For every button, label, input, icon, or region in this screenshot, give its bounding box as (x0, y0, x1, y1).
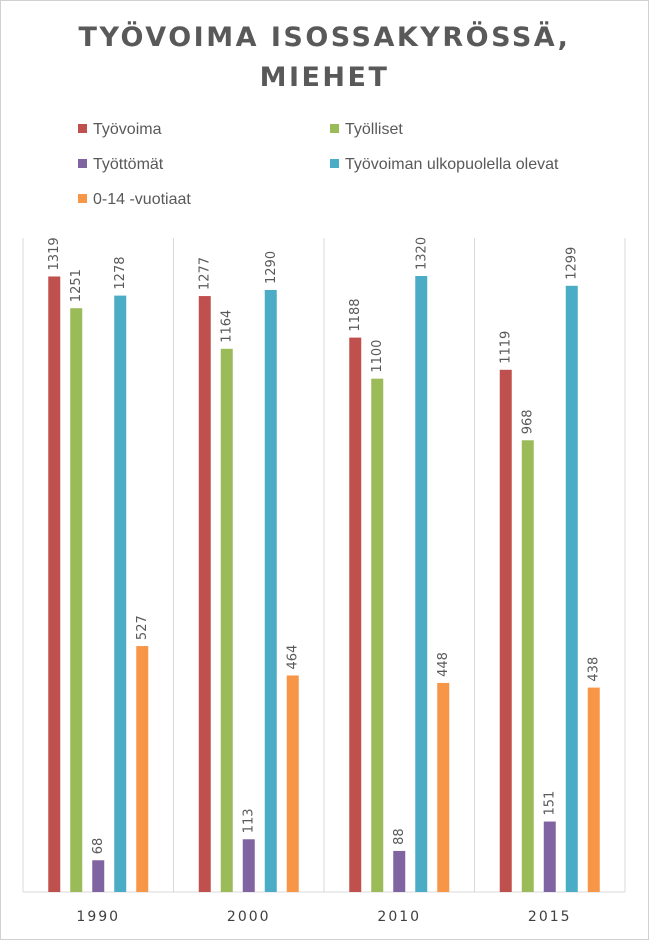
legend-item-tyovoima: Työvoima (78, 120, 161, 140)
bar-data-label: 1100 (370, 340, 385, 373)
legend-item-ulkopuolella: Työvoiman ulkopuolella olevat (330, 155, 558, 175)
bar (264, 290, 277, 892)
legend-label-tyottomat: Työttömät (93, 156, 164, 173)
bar-data-label: 527 (135, 615, 150, 640)
bar-data-label: 1299 (565, 247, 580, 280)
legend-swatch-0-14 (78, 194, 87, 203)
bar (565, 285, 578, 892)
bar (415, 276, 428, 892)
bar-data-label: 1251 (69, 269, 84, 302)
bar (198, 296, 211, 893)
bar (543, 821, 556, 892)
chart-title-line-1: TYÖVOIMA ISOSSAKYRÖSSÄ, (78, 22, 571, 53)
x-tick-label: 2015 (528, 909, 572, 925)
bar-data-label: 438 (587, 657, 602, 682)
bar (242, 839, 255, 892)
legend-item-tyottomat: Työttömät (78, 155, 163, 175)
bar-data-label: 113 (242, 808, 257, 833)
bar (521, 440, 534, 892)
bar-data-label: 1164 (220, 310, 235, 343)
bar-data-label: 1319 (47, 237, 62, 270)
bar-data-label: 88 (392, 828, 407, 845)
bar-data-label: 151 (543, 791, 558, 816)
legend-swatch-tyottomat (78, 159, 87, 168)
bar (92, 860, 105, 892)
bar (437, 682, 450, 892)
bar-data-label: 1188 (348, 299, 363, 332)
chart-title-line-2: MIEHET (259, 62, 390, 93)
bar (371, 378, 384, 893)
bar (220, 348, 233, 892)
bar (114, 295, 127, 893)
legend-label-tyolliset: Työlliset (345, 121, 403, 138)
bar-data-label: 1119 (499, 331, 514, 364)
legend-swatch-tyovoima (78, 124, 87, 133)
bar (349, 337, 362, 893)
bar-data-label: 68 (91, 838, 106, 855)
bar-data-label: 448 (436, 652, 451, 677)
bar (286, 675, 299, 892)
legend-item-tyolliset: Työlliset (330, 120, 403, 140)
bar-data-label: 1290 (264, 251, 279, 284)
chart-title: TYÖVOIMA ISOSSAKYRÖSSÄ, MIEHET (0, 18, 649, 98)
legend-label-ulkopuolella: Työvoiman ulkopuolella olevat (345, 156, 559, 173)
bar (393, 850, 406, 892)
bar (48, 276, 61, 892)
bar-data-label: 464 (286, 645, 301, 670)
legend-swatch-tyolliset (330, 124, 339, 133)
x-tick-label: 2010 (377, 909, 421, 925)
legend-item-0-14: 0-14 -vuotiaat (78, 190, 191, 210)
x-tick-label: 2000 (227, 909, 271, 925)
bar (587, 687, 600, 892)
bar (70, 308, 83, 892)
bar-data-label: 1320 (414, 237, 429, 270)
legend-label-0-14: 0-14 -vuotiaat (93, 191, 191, 208)
bar (136, 646, 149, 892)
legend-swatch-ulkopuolella (330, 159, 339, 168)
bar-data-label: 1277 (198, 257, 213, 290)
bar-data-label: 968 (521, 409, 536, 434)
legend-label-tyovoima: Työvoima (93, 121, 162, 138)
bar-data-label: 1278 (113, 257, 128, 290)
x-tick-label: 1990 (76, 909, 120, 925)
bar (499, 369, 512, 892)
